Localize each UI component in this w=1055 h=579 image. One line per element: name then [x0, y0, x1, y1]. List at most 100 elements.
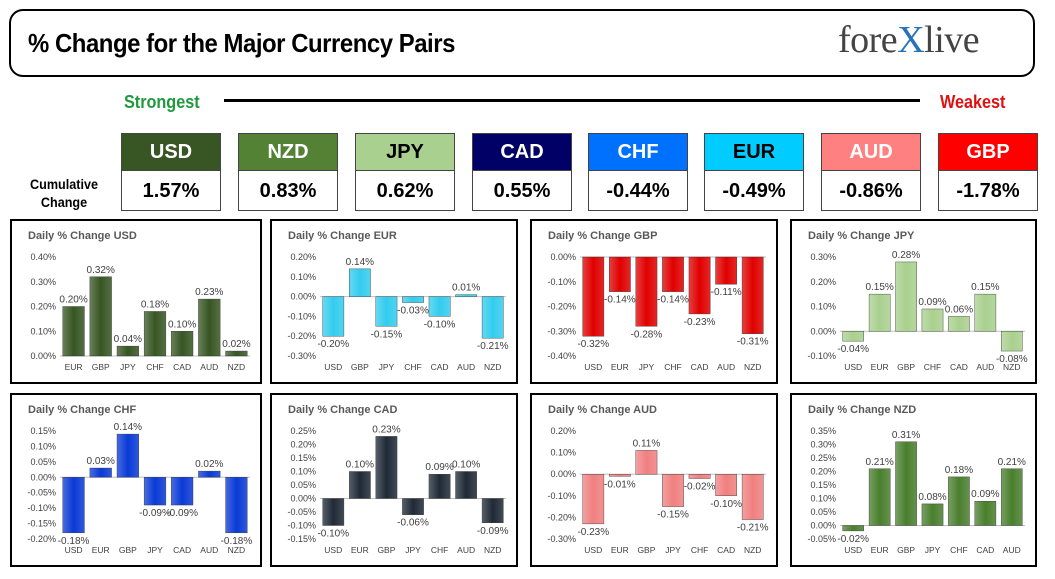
bar-gbp	[895, 261, 917, 332]
bar-nzd	[225, 350, 248, 357]
x-tick-label: CAD	[173, 362, 191, 372]
bar-usd	[62, 477, 85, 534]
x-tick-label: NZD	[484, 362, 501, 372]
bar-chf	[428, 473, 451, 499]
data-label: 0.18%	[945, 465, 973, 476]
bar-usd	[842, 525, 864, 532]
title-box	[9, 9, 1035, 77]
data-label: 0.11%	[633, 438, 661, 449]
x-tick-label: NZD	[228, 545, 245, 555]
bar-chf	[143, 311, 167, 357]
x-tick-label: CAD	[691, 362, 709, 372]
x-tick-label: AUD	[200, 362, 218, 372]
y-tick-label: -0.30%	[287, 351, 316, 361]
chart-title: Daily % Change JPY	[808, 230, 915, 242]
x-tick-label: USD	[65, 545, 83, 555]
bar-chf	[402, 296, 424, 303]
y-tick-label: 0.20%	[290, 252, 316, 262]
bar-gbp	[895, 441, 917, 526]
x-tick-label: JPY	[665, 545, 681, 555]
y-tick-label: 0.00%	[550, 252, 576, 262]
y-tick-label: -0.20%	[547, 512, 576, 522]
data-label: -0.06%	[397, 518, 429, 529]
bar-cad	[715, 473, 737, 496]
bar-chf	[921, 308, 944, 332]
y-tick-label: 0.00%	[290, 494, 316, 504]
x-tick-label: NZD	[744, 545, 761, 555]
data-label: 0.14%	[114, 422, 142, 433]
data-label: -0.21%	[477, 341, 509, 352]
x-tick-label: CHF	[664, 362, 681, 372]
bar-jpy	[402, 498, 424, 515]
bar-cad	[171, 331, 194, 357]
x-tick-label: CHF	[691, 545, 708, 555]
chart-panel-2: Daily % Change EUR 0.20% 0.10% 0.00% -0.10% -…	[270, 219, 518, 384]
data-label: -0.23%	[684, 317, 716, 328]
y-tick-label: 0.25%	[810, 453, 836, 463]
weakest-label: Weakest	[940, 92, 1006, 112]
data-label: -0.04%	[837, 344, 869, 355]
bar-usd	[322, 296, 345, 337]
bar-jpy	[635, 256, 658, 327]
bar-eur	[349, 471, 371, 499]
currency-code: AUD	[821, 133, 921, 171]
y-tick-label: -0.10%	[287, 311, 316, 321]
x-tick-label: GBP	[119, 545, 137, 555]
y-tick-label: 0.05%	[30, 457, 56, 467]
cumulative-label-line2: Change	[40, 194, 88, 210]
chart-title: Daily % Change CAD	[288, 404, 397, 416]
y-tick-label: 0.10%	[30, 441, 56, 451]
currency-box-chf: CHF -0.44%	[588, 133, 688, 211]
chart-title: Daily % Change EUR	[288, 230, 397, 242]
data-label: -0.02%	[837, 534, 869, 545]
x-tick-label: EUR	[65, 362, 83, 372]
y-tick-label: -0.20%	[287, 331, 316, 341]
data-label: -0.31%	[737, 337, 769, 348]
y-tick-label: 0.40%	[30, 252, 56, 262]
data-label: 0.23%	[372, 424, 400, 435]
bar-usd	[582, 473, 605, 525]
y-tick-label: -0.10%	[547, 491, 576, 501]
chart-svg: Daily % Change GBP 0.00% -0.10% -0.20% -0.30…	[547, 230, 769, 372]
currency-code: CHF	[588, 133, 688, 171]
bar-gbp	[375, 436, 398, 499]
x-tick-label: GBP	[377, 545, 395, 555]
data-label: -0.14%	[604, 295, 636, 306]
bar-chf	[688, 473, 711, 479]
x-tick-label: EUR	[351, 545, 369, 555]
x-tick-label: CAD	[431, 362, 449, 372]
x-tick-label: USD	[844, 362, 862, 372]
x-tick-label: CHF	[431, 545, 448, 555]
logo-text-left: fore	[838, 19, 898, 61]
bar-aud	[715, 256, 737, 285]
data-label: -0.09%	[166, 508, 198, 519]
x-tick-label: GBP	[897, 545, 915, 555]
data-label: -0.03%	[397, 306, 429, 317]
x-tick-label: CHF	[924, 362, 941, 372]
chart-svg: Daily % Change NZD 0.35% 0.30% 0.25% 0.20% 0.…	[807, 404, 1026, 555]
data-label: 0.08%	[918, 492, 946, 503]
x-tick-label: GBP	[897, 362, 915, 372]
chart-svg: Daily % Change AUD 0.20% 0.10% 0.00% -0.10% -…	[547, 404, 768, 555]
y-tick-label: 0.00%	[30, 351, 56, 361]
y-tick-label: 0.30%	[810, 252, 836, 262]
bar-nzd	[1001, 331, 1023, 352]
data-label: 0.10%	[346, 460, 374, 471]
data-label: 0.06%	[945, 304, 973, 315]
y-tick-label: 0.05%	[810, 507, 836, 517]
x-tick-label: JPY	[379, 362, 395, 372]
currency-box-gbp: GBP -1.78%	[938, 133, 1038, 211]
y-tick-label: 0.00%	[290, 292, 316, 302]
bar-chf	[948, 476, 970, 526]
data-label: -0.18%	[221, 536, 253, 547]
bar-eur	[609, 473, 631, 477]
y-tick-label: 0.20%	[30, 302, 56, 312]
y-tick-label: -0.30%	[547, 326, 576, 336]
data-label: 0.03%	[87, 456, 115, 467]
data-label: 0.21%	[865, 457, 893, 468]
y-tick-label: 0.10%	[290, 272, 316, 282]
forexlive-logo: foreXlive	[838, 18, 980, 62]
chart-panel-3: Daily % Change GBP 0.00% -0.10% -0.20% -0.30…	[530, 219, 778, 384]
x-tick-label: EUR	[611, 545, 629, 555]
data-label: 0.15%	[865, 282, 893, 293]
